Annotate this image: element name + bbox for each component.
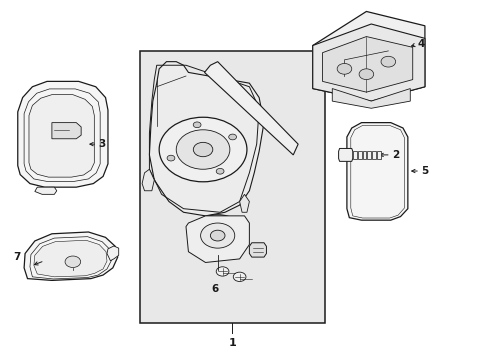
Bar (371, 150, 375, 159)
Polygon shape (312, 12, 424, 101)
Bar (362, 150, 366, 159)
Text: 1: 1 (228, 338, 236, 348)
Bar (357, 150, 361, 159)
Polygon shape (107, 246, 119, 261)
Polygon shape (24, 232, 118, 280)
Polygon shape (346, 123, 407, 220)
Text: 2: 2 (391, 150, 398, 160)
Circle shape (193, 122, 201, 128)
Text: 3: 3 (98, 139, 105, 149)
Polygon shape (185, 216, 249, 262)
Circle shape (380, 56, 395, 67)
Text: 4: 4 (417, 40, 424, 49)
Polygon shape (34, 240, 107, 277)
Circle shape (233, 272, 245, 282)
Circle shape (358, 69, 373, 80)
Circle shape (193, 142, 212, 157)
Polygon shape (338, 148, 352, 161)
Circle shape (216, 267, 228, 276)
Circle shape (336, 63, 351, 74)
Bar (366, 150, 370, 159)
Circle shape (200, 223, 234, 248)
Circle shape (216, 168, 224, 174)
Text: 7: 7 (13, 252, 20, 262)
Polygon shape (18, 81, 108, 187)
Circle shape (65, 256, 81, 267)
Polygon shape (29, 95, 94, 177)
Circle shape (210, 230, 224, 241)
Circle shape (167, 155, 175, 161)
Text: 6: 6 (211, 284, 219, 294)
Polygon shape (322, 37, 412, 92)
Circle shape (189, 215, 245, 256)
Bar (376, 150, 380, 159)
Text: 5: 5 (420, 166, 427, 176)
Polygon shape (52, 123, 81, 139)
Circle shape (228, 134, 236, 140)
Polygon shape (312, 24, 424, 101)
Polygon shape (149, 62, 264, 216)
Polygon shape (239, 194, 249, 212)
Circle shape (159, 117, 246, 182)
Polygon shape (142, 169, 154, 191)
Polygon shape (204, 62, 298, 155)
Polygon shape (331, 89, 409, 108)
Polygon shape (35, 187, 57, 194)
Polygon shape (249, 243, 266, 257)
Circle shape (176, 130, 229, 169)
Bar (140, 51, 325, 323)
Bar (352, 150, 356, 159)
